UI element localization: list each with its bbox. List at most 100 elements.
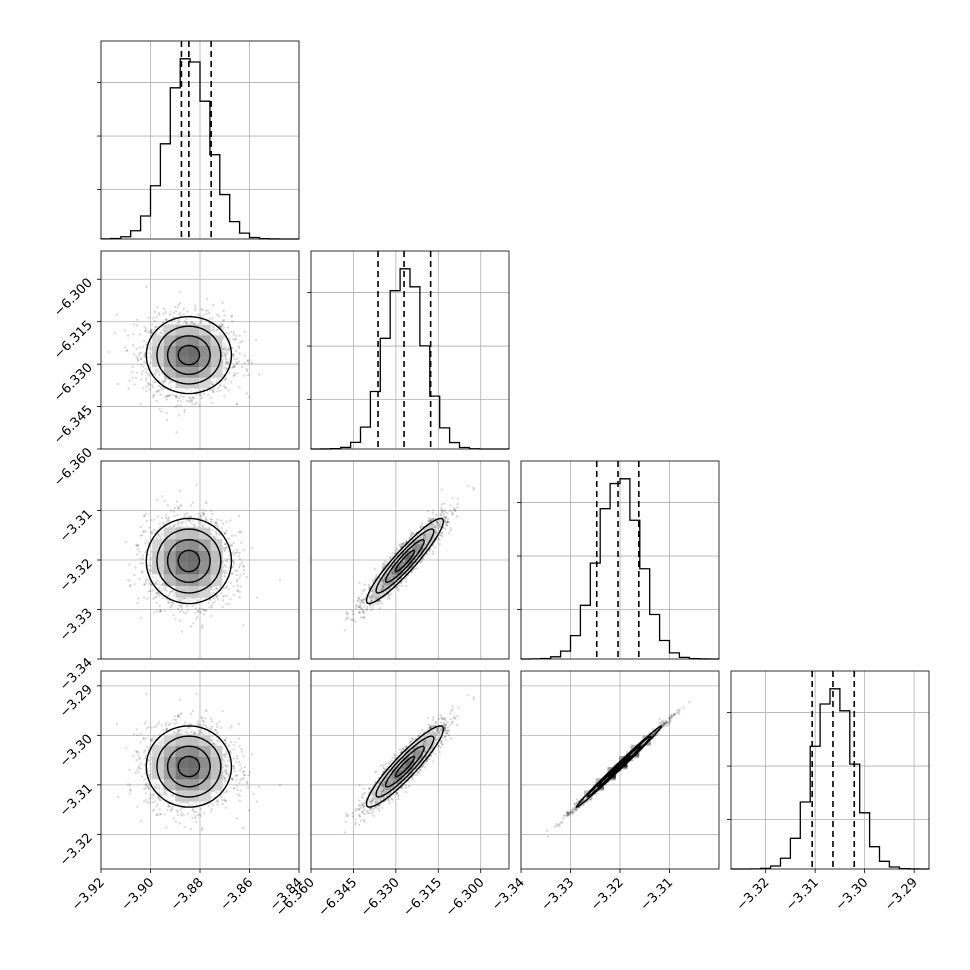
- sample-point: [215, 586, 218, 589]
- sample-point: [161, 382, 165, 385]
- sample-point: [230, 315, 233, 318]
- sample-point: [225, 367, 228, 370]
- sample-point: [227, 348, 230, 351]
- sample-point: [209, 509, 212, 512]
- sample-point: [158, 331, 162, 335]
- sample-point: [228, 346, 231, 349]
- sample-point: [146, 597, 149, 600]
- sample-point: [223, 351, 226, 354]
- sample-point: [147, 554, 150, 557]
- sample-point: [238, 590, 241, 593]
- sample-point: [211, 602, 214, 605]
- sample-point: [168, 313, 171, 316]
- scatter-panel-1-0: [100, 250, 300, 450]
- sample-point: [164, 380, 167, 383]
- sample-point: [236, 569, 239, 572]
- sample-point: [157, 532, 160, 535]
- sample-point: [237, 589, 240, 592]
- sample-point: [222, 354, 225, 357]
- sample-point: [143, 340, 146, 343]
- sample-point: [167, 382, 170, 385]
- sample-point: [451, 497, 454, 500]
- sample-point: [179, 301, 182, 304]
- sample-point: [156, 389, 159, 392]
- sample-point: [170, 387, 173, 390]
- sample-point: [225, 361, 228, 364]
- sample-point: [405, 584, 408, 588]
- histogram-step-line: [520, 478, 720, 660]
- sample-point: [149, 331, 152, 334]
- sample-point: [182, 396, 185, 399]
- sample-point: [154, 326, 157, 329]
- sample-point: [177, 306, 180, 309]
- sample-point: [222, 561, 225, 564]
- sample-point: [182, 322, 185, 325]
- sample-point: [180, 400, 183, 403]
- sample-point: [222, 366, 225, 369]
- sample-point: [154, 369, 157, 372]
- sample-point: [128, 563, 131, 566]
- sample-point: [135, 347, 138, 351]
- sample-point: [178, 521, 182, 524]
- sample-point: [151, 385, 154, 388]
- sample-point: [211, 383, 215, 386]
- sample-point: [194, 304, 197, 307]
- sample-point: [136, 548, 139, 551]
- sample-point: [205, 309, 208, 312]
- sample-point: [191, 320, 194, 323]
- sample-point: [180, 630, 183, 633]
- sample-point: [136, 543, 139, 546]
- sample-point: [177, 303, 180, 306]
- sample-point: [149, 556, 152, 560]
- sample-point: [210, 520, 213, 523]
- sample-point: [147, 579, 150, 582]
- sample-point: [153, 528, 156, 531]
- sample-point: [136, 553, 139, 556]
- sample-point: [227, 332, 230, 335]
- sample-point: [235, 362, 238, 365]
- sample-point: [147, 316, 150, 319]
- sample-point: [194, 607, 197, 610]
- sample-point: [168, 394, 171, 397]
- sample-point: [190, 320, 193, 323]
- sample-point: [212, 304, 215, 307]
- panel-frame: [100, 250, 300, 450]
- sample-point: [362, 589, 365, 593]
- sample-point: [198, 393, 202, 396]
- sample-point: [147, 374, 150, 377]
- sample-point: [167, 322, 170, 326]
- sample-point: [150, 329, 153, 332]
- sample-point: [198, 404, 201, 407]
- sample-point: [216, 328, 219, 331]
- sample-point: [202, 613, 205, 616]
- sample-point: [169, 380, 172, 384]
- sample-point: [178, 507, 181, 510]
- sample-point: [185, 388, 188, 391]
- sample-point: [205, 312, 208, 315]
- sample-point: [157, 370, 160, 373]
- sample-point: [160, 537, 163, 540]
- sample-point: [155, 371, 158, 374]
- sample-point: [184, 320, 188, 323]
- sample-point: [238, 595, 241, 599]
- sample-point: [222, 309, 225, 313]
- sample-point: [150, 353, 153, 356]
- sample-point: [211, 383, 214, 387]
- sample-point: [178, 525, 181, 528]
- sample-point: [127, 334, 130, 337]
- sample-point: [204, 522, 207, 525]
- sample-point: [183, 320, 186, 323]
- sample-point: [222, 326, 225, 329]
- sample-point: [203, 514, 206, 517]
- sample-point: [155, 369, 158, 372]
- panel-frame: [310, 250, 510, 450]
- sample-point: [226, 349, 230, 352]
- sample-point: [163, 307, 166, 310]
- sample-point: [172, 524, 175, 527]
- sample-point: [159, 535, 162, 539]
- sample-point: [237, 345, 240, 348]
- sample-point: [219, 389, 222, 392]
- sample-point: [159, 609, 162, 613]
- sample-point: [150, 331, 153, 334]
